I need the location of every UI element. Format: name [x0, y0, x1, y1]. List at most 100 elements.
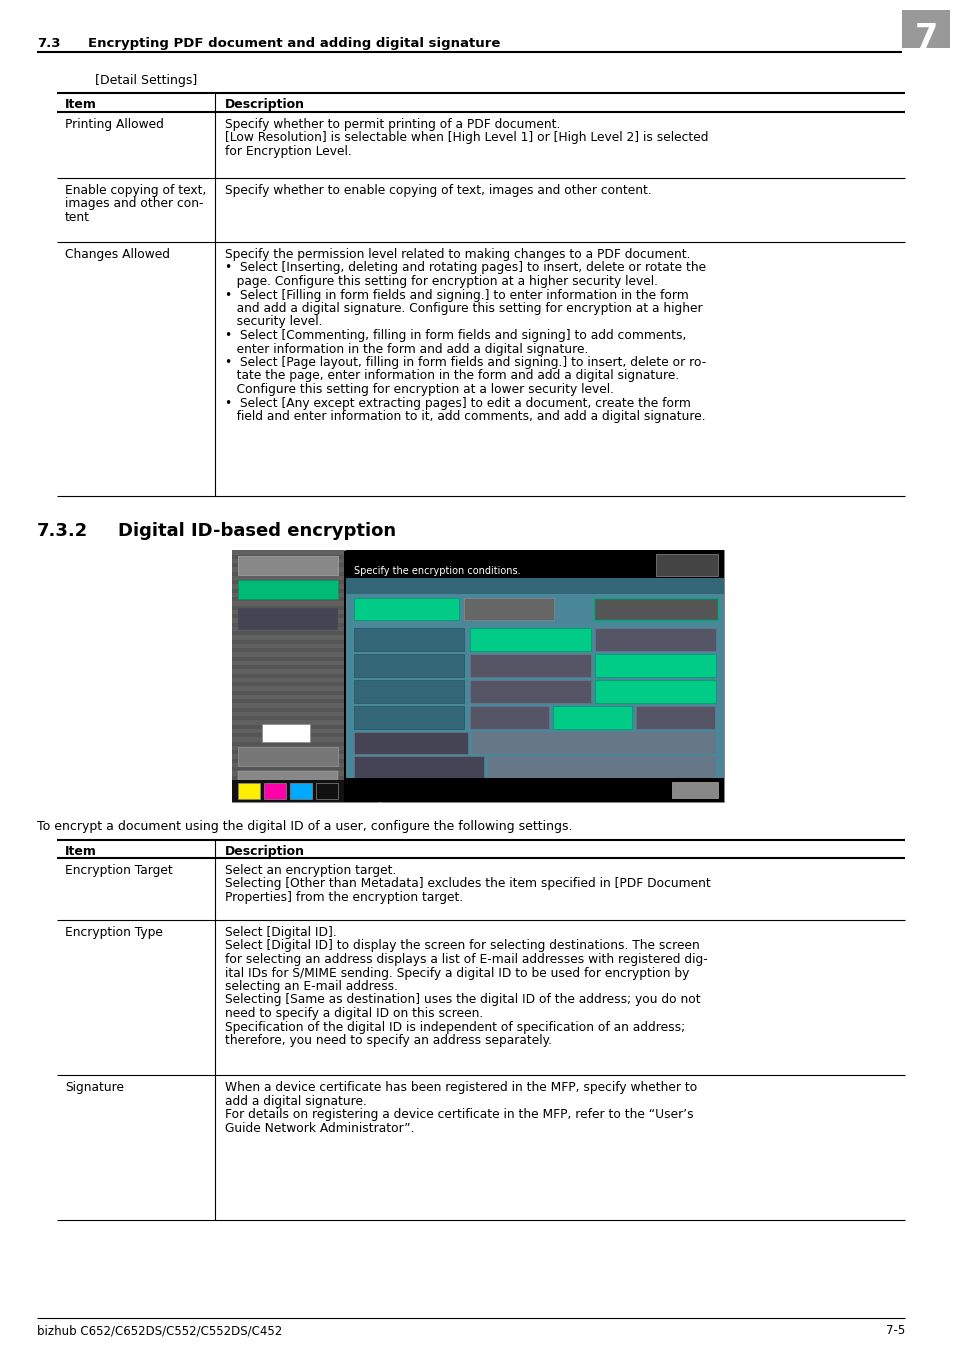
Text: Job List: Job List — [272, 562, 304, 571]
Bar — [232, 575, 344, 580]
Bar — [354, 756, 483, 778]
Text: [Detail Settings]: [Detail Settings] — [95, 74, 197, 86]
Text: Encryption Type: Encryption Type — [65, 926, 163, 940]
Text: K: K — [324, 787, 330, 796]
Text: add a digital signature.: add a digital signature. — [225, 1095, 367, 1107]
Text: Memory    100%: Memory 100% — [352, 794, 414, 803]
Bar — [656, 554, 718, 576]
Bar — [237, 747, 337, 765]
Bar — [901, 9, 949, 49]
Bar — [232, 745, 344, 751]
Text: Printing Allowed: Printing Allowed — [65, 117, 164, 131]
Bar — [595, 653, 716, 676]
Bar — [232, 567, 344, 571]
Text: images and other con-: images and other con- — [65, 197, 203, 211]
Bar — [354, 680, 463, 703]
Bar — [232, 644, 344, 648]
Bar — [237, 771, 337, 792]
Text: Entire Document: Entire Document — [494, 634, 565, 644]
Text: Description: Description — [225, 845, 305, 859]
Text: Scan Settings > File Type > Encryption: Scan Settings > File Type > Encryption — [352, 582, 515, 591]
Text: 000: 000 — [695, 560, 713, 570]
Text: Broadcast: Broadcast — [240, 613, 274, 620]
Text: Check Job: Check Job — [265, 586, 310, 594]
Bar — [232, 549, 344, 802]
Bar — [232, 763, 344, 767]
Text: 7-5: 7-5 — [884, 1324, 904, 1336]
Bar — [290, 783, 312, 799]
Text: OK: OK — [687, 786, 701, 796]
Bar — [232, 559, 344, 563]
Text: Selecting [Same as destination] uses the digital ID of the address; you do not: Selecting [Same as destination] uses the… — [225, 994, 700, 1007]
Text: tate the page, enter information in the form and add a digital signature.: tate the page, enter information in the … — [225, 370, 679, 382]
Bar — [232, 779, 344, 784]
Bar — [232, 609, 344, 614]
Bar — [470, 653, 590, 676]
Text: Digital ID-based encryption: Digital ID-based encryption — [118, 522, 395, 540]
Bar — [346, 549, 723, 578]
Bar — [232, 660, 344, 666]
Text: Check Job: Check Job — [271, 774, 305, 780]
Text: Settings: Settings — [274, 782, 302, 788]
Bar — [237, 783, 260, 799]
Bar — [354, 706, 463, 729]
Text: Configure this setting for encryption at a lower security level.: Configure this setting for encryption at… — [225, 383, 614, 396]
Text: Item: Item — [65, 99, 97, 111]
Bar — [671, 782, 718, 798]
Text: Destinations: Destinations — [240, 621, 283, 626]
Text: •  Select [Any except extracting pages] to edit a document, create the form: • Select [Any except extracting pages] t… — [225, 397, 690, 409]
Text: and add a digital signature. Configure this setting for encryption at a higher: and add a digital signature. Configure t… — [225, 302, 702, 315]
Text: Description: Description — [225, 99, 305, 111]
Text: No: No — [649, 687, 660, 695]
Bar — [470, 680, 590, 703]
Bar — [232, 549, 344, 555]
Text: Specify the encryption conditions.: Specify the encryption conditions. — [354, 566, 520, 576]
Text: ital IDs for S/MIME sending. Specify a digital ID to be used for encryption by: ital IDs for S/MIME sending. Specify a d… — [225, 967, 689, 980]
Text: Encryption Type: Encryption Type — [373, 660, 445, 670]
Text: To encrypt a document using the digital ID of a user, configure the following se: To encrypt a document using the digital … — [37, 819, 572, 833]
Bar — [232, 788, 344, 792]
Bar — [232, 549, 723, 802]
Text: No: No — [501, 605, 516, 616]
Text: Encryption Target: Encryption Target — [369, 634, 448, 644]
Text: Detail Settings: Detail Settings — [617, 605, 694, 616]
Text: Signature: Signature — [65, 1081, 124, 1094]
Bar — [594, 598, 718, 620]
Text: Changes Allowed: Changes Allowed — [65, 248, 170, 261]
Text: Specify whether to enable copying of text, images and other content.: Specify whether to enable copying of tex… — [225, 184, 651, 197]
Text: Low Level: Low Level — [488, 713, 529, 721]
Bar — [232, 670, 344, 674]
Bar — [354, 598, 458, 620]
Bar — [463, 598, 554, 620]
Bar — [346, 578, 723, 594]
Bar — [346, 778, 723, 802]
Bar — [470, 706, 548, 729]
Text: Encrypting PDF document and adding digital signature: Encrypting PDF document and adding digit… — [88, 36, 500, 50]
Text: Specification of the digital ID is independent of specification of an address;: Specification of the digital ID is indep… — [225, 1021, 684, 1034]
Bar — [237, 608, 337, 630]
Text: bizhub C652/C652DS/C552/C552DS/C452: bizhub C652/C652DS/C552/C552DS/C452 — [37, 1324, 282, 1336]
Text: •  Select [Filling in form fields and signing.] to enter information in the form: • Select [Filling in form fields and sig… — [225, 289, 688, 301]
Bar — [232, 618, 344, 622]
Bar — [472, 732, 716, 755]
Bar — [237, 580, 337, 599]
Text: 7.3.2: 7.3.2 — [37, 522, 89, 540]
Text: 1/  1: 1/ 1 — [274, 729, 296, 738]
Text: page. Configure this setting for encryption at a higher security level.: page. Configure this setting for encrypt… — [225, 275, 658, 288]
Text: Signature: Signature — [387, 687, 431, 695]
Bar — [232, 720, 344, 725]
Text: Enable copying of text,: Enable copying of text, — [65, 184, 206, 197]
Text: Password: Password — [510, 660, 549, 670]
Text: Select [Digital ID].: Select [Digital ID]. — [225, 926, 336, 940]
Text: Password: Password — [390, 738, 432, 748]
Bar — [232, 678, 344, 682]
Bar — [232, 652, 344, 656]
Bar — [232, 585, 344, 589]
Text: Encryption Target: Encryption Target — [65, 864, 172, 878]
Text: No.
Desc.: No. Desc. — [663, 558, 680, 568]
Text: 7.3: 7.3 — [37, 36, 60, 50]
Text: for selecting an address displays a list of E-mail addresses with registered dig: for selecting an address displays a list… — [225, 953, 707, 967]
Bar — [232, 729, 344, 733]
Bar — [553, 706, 631, 729]
Bar — [262, 724, 310, 742]
